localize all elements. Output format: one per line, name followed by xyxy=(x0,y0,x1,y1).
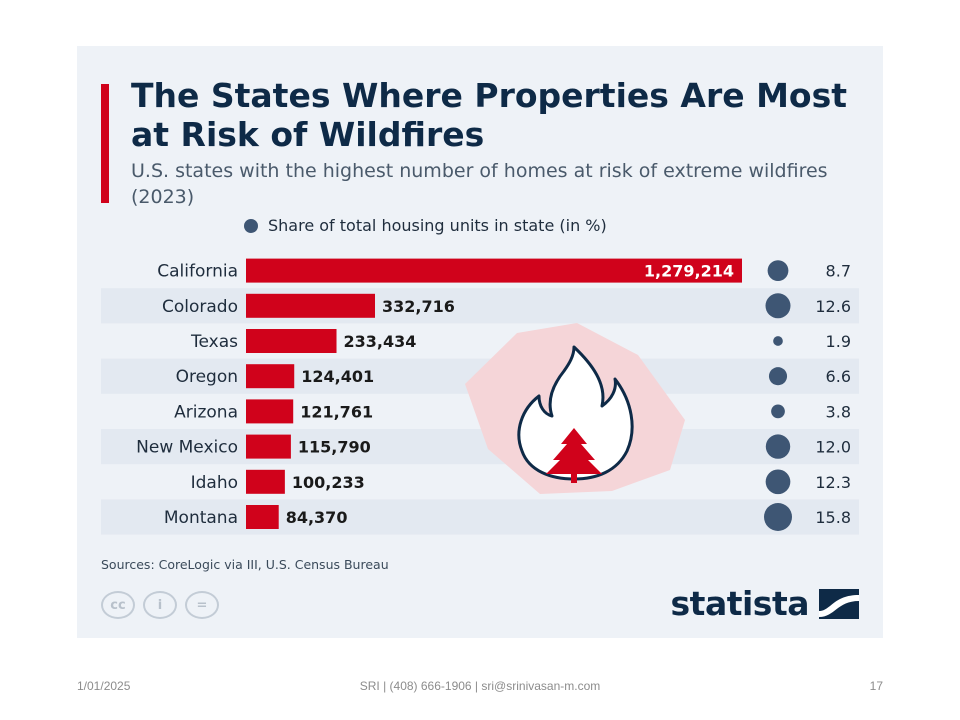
slide-footer-text: SRI | (408) 666-1906 | sri@srinivasan-m.… xyxy=(359,679,601,693)
bar xyxy=(246,434,291,459)
bar xyxy=(246,329,337,353)
creative-commons-icon[interactable]: cc xyxy=(101,591,135,619)
brand-name: statista xyxy=(670,584,810,623)
row-stripe xyxy=(101,429,859,465)
tree-trunk xyxy=(571,474,577,483)
share-bubble xyxy=(765,293,791,319)
chart-title: The States Where Properties Are Most at … xyxy=(131,76,848,154)
bar xyxy=(246,505,279,529)
no-derivatives-icon[interactable]: = xyxy=(185,591,219,619)
share-bubble xyxy=(767,260,789,281)
bar-value-label: 84,370 xyxy=(286,508,348,527)
statista-mark-icon xyxy=(819,589,859,619)
category-label: Texas xyxy=(190,332,238,352)
bar xyxy=(246,399,294,424)
share-value-label: 12.3 xyxy=(815,473,851,492)
share-bubble xyxy=(771,404,785,419)
category-label: Idaho xyxy=(191,473,238,493)
bar xyxy=(246,293,376,318)
share-bubble xyxy=(768,367,788,386)
share-bubble xyxy=(773,336,783,346)
category-label: Arizona xyxy=(174,402,238,422)
share-value-label: 3.8 xyxy=(826,402,851,421)
statista-logo[interactable]: statista xyxy=(671,584,859,624)
sources-note: Sources: CoreLogic via III, U.S. Census … xyxy=(101,557,389,572)
bar-chart: California 1,279,214 8.7 Colorado 332,716 12.… xyxy=(101,258,859,535)
chart-subtitle: U.S. states with the highest number of h… xyxy=(131,160,828,208)
bar-value-label: 332,716 xyxy=(382,297,455,316)
category-label: Oregon xyxy=(176,367,238,387)
bar xyxy=(246,469,285,494)
share-value-label: 12.0 xyxy=(815,438,851,457)
share-value-label: 12.6 xyxy=(815,297,851,316)
bar-value-label: 1,279,214 xyxy=(644,262,734,281)
row-stripe xyxy=(101,499,859,535)
bar-value-label: 233,434 xyxy=(344,332,417,351)
bar xyxy=(246,364,295,389)
bar xyxy=(246,258,742,283)
legend-label: Share of total housing units in state (i… xyxy=(268,216,607,235)
title-accent-bar xyxy=(101,84,109,203)
legend: Share of total housing units in state (i… xyxy=(244,216,607,235)
category-label: New Mexico xyxy=(136,438,238,458)
bar-value-label: 100,233 xyxy=(292,473,365,492)
slide-date: 1/01/2025 xyxy=(77,679,131,693)
share-bubble xyxy=(765,434,791,459)
license-icons: cc i = xyxy=(101,591,219,619)
slide-page-number: 17 xyxy=(869,679,883,693)
bar-value-label: 115,790 xyxy=(298,438,371,457)
category-label: Montana xyxy=(164,508,238,528)
bar-value-label: 121,761 xyxy=(300,402,373,421)
share-bubble xyxy=(765,469,791,495)
row-stripe xyxy=(101,288,859,324)
category-label: Colorado xyxy=(162,297,238,317)
tree-shape xyxy=(546,428,602,474)
share-value-label: 1.9 xyxy=(826,332,851,351)
attribution-icon[interactable]: i xyxy=(143,591,177,619)
share-bubble xyxy=(764,503,792,531)
share-value-label: 6.6 xyxy=(826,367,851,386)
bar-value-label: 124,401 xyxy=(301,367,374,386)
category-label: California xyxy=(157,262,238,282)
fire-tree-icon xyxy=(465,323,685,494)
flame-outline xyxy=(517,345,634,481)
infographic-card: The States Where Properties Are Most at … xyxy=(77,46,883,638)
share-value-label: 8.7 xyxy=(826,262,851,281)
legend-marker xyxy=(244,218,258,233)
share-value-label: 15.8 xyxy=(815,508,851,527)
